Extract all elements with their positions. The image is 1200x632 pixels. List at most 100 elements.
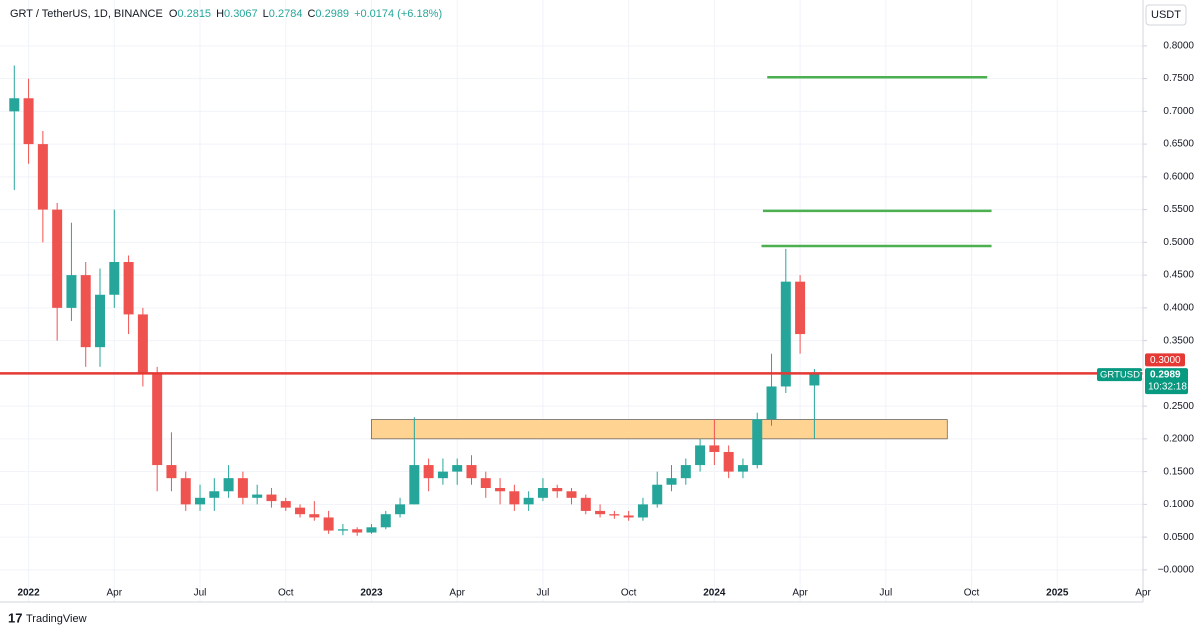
candle-body [109, 262, 120, 295]
candle-body [680, 465, 691, 479]
y-tick-label: −0.0000 [1158, 565, 1195, 576]
y-tick-label: 0.2500 [1163, 401, 1194, 412]
level-label: 0.3000 [1150, 355, 1181, 366]
candle-body [409, 465, 420, 505]
ohlc-value: 0.2989 [315, 8, 349, 20]
ohlc-key: O [169, 8, 178, 20]
candle-body [66, 275, 77, 308]
y-tick-label: 0.4500 [1163, 270, 1194, 281]
candle-body [380, 514, 391, 528]
x-tick-label: Oct [621, 588, 637, 599]
axes: 0.8000 0.7500 0.7000 0.6500 0.6000 0.5500 0.50… [17, 40, 1194, 598]
candle-body [595, 510, 606, 515]
candle-body [723, 451, 734, 472]
ohlc-value: 0.3067 [224, 8, 258, 20]
candle-body [752, 419, 763, 466]
last-price-symbol: GRTUSDT [1100, 370, 1146, 381]
candle-body [695, 445, 706, 466]
candle-body [95, 294, 106, 348]
candle-body [223, 478, 234, 492]
candle-body [209, 491, 220, 498]
y-tick-label: 0.4000 [1163, 303, 1194, 314]
candle-body [580, 497, 591, 511]
candle-body [237, 478, 248, 498]
candle-body [623, 515, 634, 518]
candle-body [9, 98, 20, 112]
x-tick-label: Apr [792, 588, 808, 599]
ohlc-key: L [263, 8, 269, 20]
candle-body [266, 494, 277, 502]
last-price: 0.2989 [1150, 370, 1181, 381]
ohlc-key: C [307, 8, 315, 20]
x-tick-label: Oct [278, 588, 294, 599]
candle-body [509, 491, 520, 505]
candle-body [709, 445, 720, 452]
candle-body [552, 487, 563, 492]
y-tick-label: 0.0500 [1163, 532, 1194, 543]
y-tick-label: 0.7000 [1163, 106, 1194, 117]
candle-body [166, 465, 177, 479]
last-price-symbol-tag [1097, 368, 1142, 382]
candle-body [137, 314, 148, 374]
x-tick-label: Jul [194, 588, 207, 599]
candle-body [295, 507, 306, 515]
y-tick-label: 0.5500 [1163, 204, 1194, 215]
candle-body [37, 144, 48, 210]
countdown: 10:32:18 [1148, 382, 1187, 393]
ohlc-value: 0.2815 [177, 8, 211, 20]
y-tick-label: 0.5000 [1163, 237, 1194, 248]
candle-body [309, 514, 320, 518]
zone [371, 419, 948, 440]
candle-body [480, 478, 491, 488]
candle-body [323, 517, 334, 531]
candle-body [737, 465, 748, 472]
logo: 17 [8, 610, 22, 625]
candle-body [637, 504, 648, 518]
currency[interactable]: USDT [1151, 9, 1181, 21]
candle-body [795, 281, 806, 335]
candle-body [437, 471, 448, 479]
y-tick-label: 0.7500 [1163, 73, 1194, 84]
y-tick-label: 0.3500 [1163, 335, 1194, 346]
candle-body [809, 374, 820, 386]
y-tick-label: 0.1500 [1163, 466, 1194, 477]
candle-body [352, 529, 363, 533]
candle-body [180, 478, 191, 505]
x-tick-label: 2025 [1046, 588, 1069, 599]
y-tick-label: 0.6500 [1163, 139, 1194, 150]
candle-body [523, 497, 534, 505]
change: +0.0174 (+6.18%) [354, 8, 442, 20]
candle-body [495, 487, 506, 492]
y-tick-label: 0.8000 [1163, 40, 1194, 51]
candle-body [195, 497, 206, 505]
x-tick-label: Apr [449, 588, 465, 599]
plot [0, 65, 1143, 536]
candle-body [23, 98, 34, 145]
candle-body [452, 465, 463, 472]
candle-body [152, 373, 163, 466]
x-tick-label: Jul [537, 588, 550, 599]
candle-body [280, 501, 291, 508]
candle-body [652, 484, 663, 505]
x-tick-label: Apr [107, 588, 123, 599]
currency-button[interactable] [1145, 4, 1187, 26]
candle-body [337, 529, 348, 531]
x-tick-label: 2024 [703, 588, 726, 599]
candle-body [537, 487, 548, 498]
candle-body [766, 386, 777, 420]
x-tick-label: 2022 [17, 588, 40, 599]
candle-body [366, 527, 377, 533]
x-tick-label: Jul [879, 588, 892, 599]
x-tick-label: Apr [1135, 588, 1151, 599]
last-price-tag [1145, 368, 1188, 395]
candle-body [780, 281, 791, 387]
y-tick-label: 0.6000 [1163, 171, 1194, 182]
ohlc-value: 0.2784 [269, 8, 303, 20]
y-tick-label: 0.1000 [1163, 499, 1194, 510]
candle-body [395, 504, 406, 515]
candle-body [466, 465, 477, 479]
y-tick-label: 0.2000 [1163, 434, 1194, 445]
branding: TradingView [26, 613, 87, 625]
